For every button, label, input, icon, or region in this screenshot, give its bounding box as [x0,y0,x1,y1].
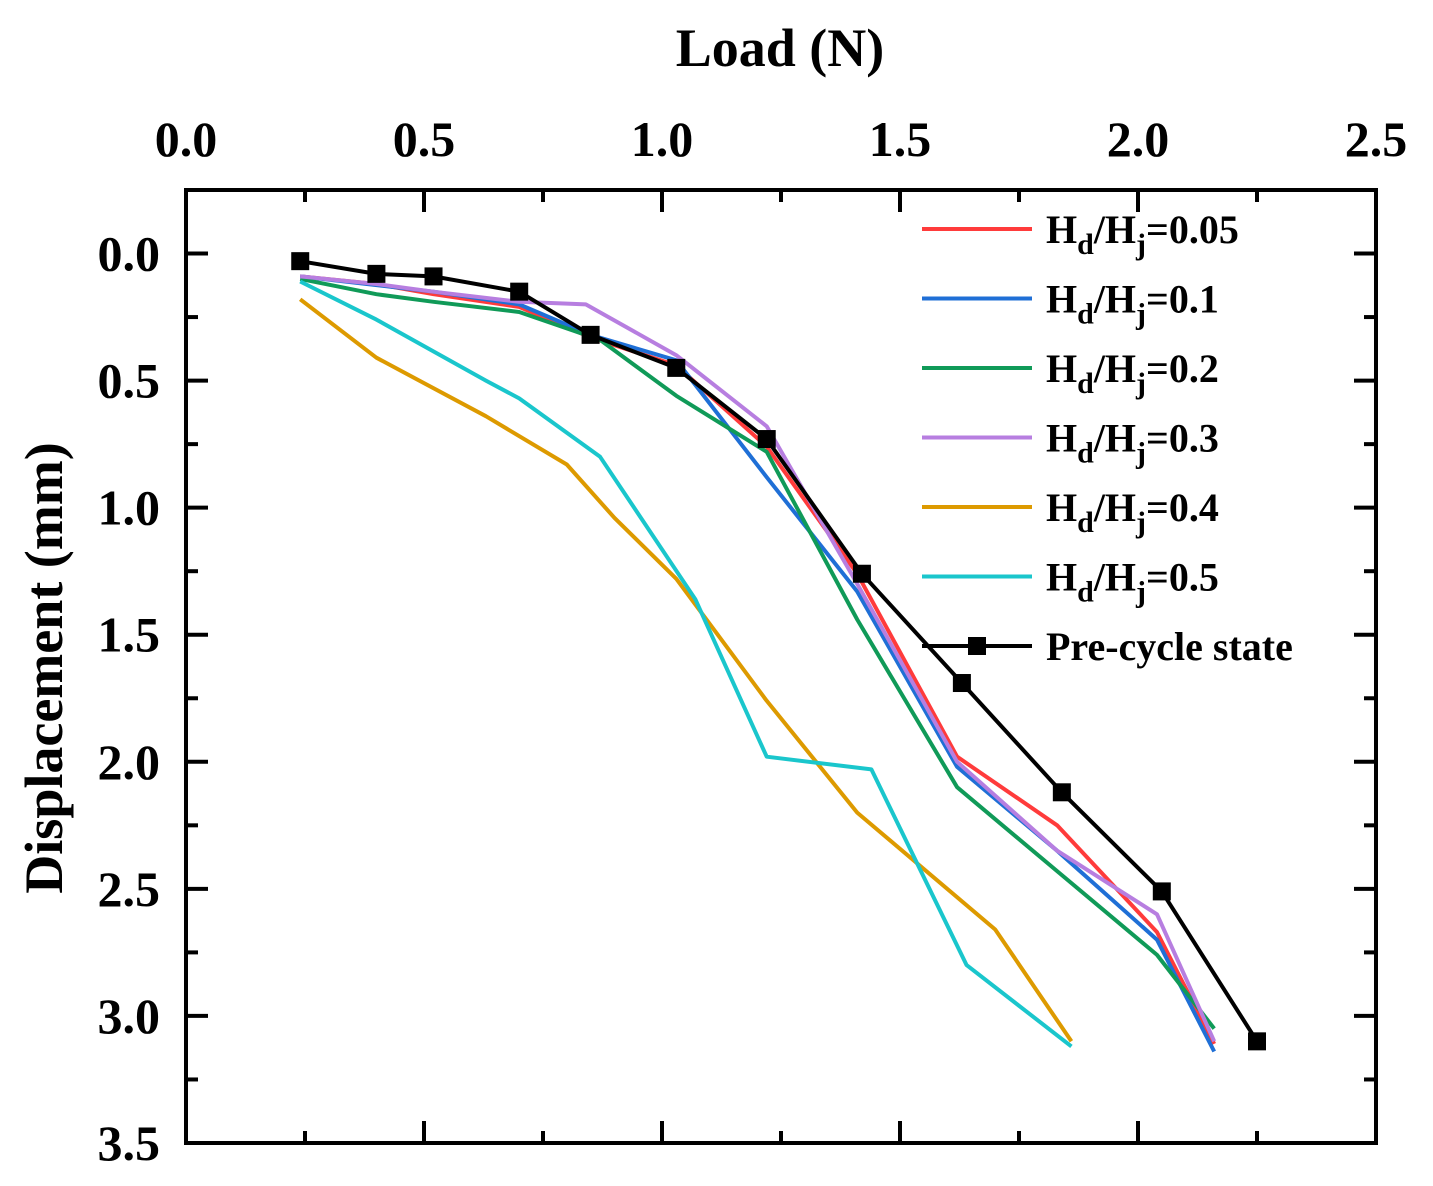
legend-label-part: d [1077,228,1094,261]
legend: Hd/Hj=0.05Hd/Hj=0.1Hd/Hj=0.2Hd/Hj=0.3Hd/… [922,207,1293,669]
legend-label-part: j [1135,576,1146,609]
legend-label-part: =0.05 [1146,207,1239,252]
plot-frame [184,188,1378,1145]
legend-label-part: d [1077,437,1094,470]
legend-label-part: j [1135,228,1146,261]
series-line-6 [299,259,1259,1043]
y-tick-label: 3.0 [98,988,161,1044]
legend-label-1: Hd/Hj=0.1 [1046,277,1219,331]
series-marker [852,564,871,583]
x-tick-label: 1.5 [869,111,932,167]
legend-label-part: =0.5 [1146,555,1219,600]
legend-label-part: H [1046,485,1077,530]
legend-label-part: /H [1093,416,1136,461]
legend-label-part: =0.4 [1146,485,1219,530]
legend-label-4: Hd/Hj=0.4 [1046,485,1219,539]
legend-label-2: Hd/Hj=0.2 [1046,346,1219,400]
legend-label-part: Pre-cycle state [1046,624,1293,669]
legend-label-part: /H [1093,485,1136,530]
series-line-4 [298,297,1074,1043]
legend-label-0: Hd/Hj=0.05 [1046,207,1239,261]
y-tick-label: 1.0 [98,480,161,536]
y-tick-label: 1.5 [98,607,161,663]
x-tick-label: 2.5 [1345,111,1408,167]
y-axis-title: Displacement (mm) [14,442,74,893]
series-marker [757,430,776,449]
legend-label-part: H [1046,416,1077,461]
legend-label-part: d [1077,367,1094,400]
legend-label-part: /H [1093,555,1136,600]
series-marker [1248,1032,1266,1051]
legend-label-part: H [1046,555,1077,600]
legend-label-part: j [1135,437,1146,470]
legend-label-part: /H [1093,207,1136,252]
legend-marker [968,637,986,655]
legend-label-part: j [1135,298,1146,331]
legend-label-part: d [1077,576,1094,609]
x-tick-label: 0.5 [393,111,456,167]
series-line-3 [300,274,1217,1043]
legend-label-3: Hd/Hj=0.3 [1046,416,1219,470]
axis-ticks: 0.0 0.5 1.0 1.5 2.0 2.5 0.0 0.5 1.0 1.5 2.0 2.5 3.0 3… [98,111,1408,1171]
legend-label-part: =0.3 [1146,416,1219,461]
y-tick-label: 2.0 [98,734,161,790]
y-tick-label: 0.5 [98,353,161,409]
plot-lines [291,252,1266,1053]
legend-label-part: H [1046,207,1077,252]
series-line-2 [299,276,1216,1030]
series-marker [581,325,600,344]
legend-label-part: =0.1 [1146,277,1219,322]
y-tick-label: 3.5 [98,1115,161,1171]
series-marker [510,282,529,301]
legend-label-part: d [1077,506,1094,539]
legend-label-5: Hd/Hj=0.5 [1046,555,1219,609]
legend-label-part: /H [1093,346,1136,391]
series-marker [1052,783,1071,802]
x-tick-label: 1.0 [631,111,694,167]
legend-label-part: =0.2 [1146,346,1219,391]
legend-label-6: Pre-cycle state [1046,624,1293,669]
x-tick-label: 2.0 [1107,111,1170,167]
series-marker [952,674,971,693]
y-tick-label: 2.5 [98,861,161,917]
legend-label-part: H [1046,277,1077,322]
legend-label-part: j [1135,506,1146,539]
legend-label-part: d [1077,298,1094,331]
series-marker [424,267,443,286]
legend-label-part: j [1135,367,1146,400]
series-marker [1152,882,1171,901]
legend-label-part: /H [1093,277,1136,322]
series-marker [367,264,386,283]
series-line-5 [299,279,1073,1048]
series-marker [667,358,686,377]
y-tick-label: 0.0 [98,226,161,282]
series-marker [291,252,310,271]
legend-label-part: H [1046,346,1077,391]
x-tick-label: 0.0 [155,111,218,167]
x-axis-title: Load (N) [676,18,885,78]
